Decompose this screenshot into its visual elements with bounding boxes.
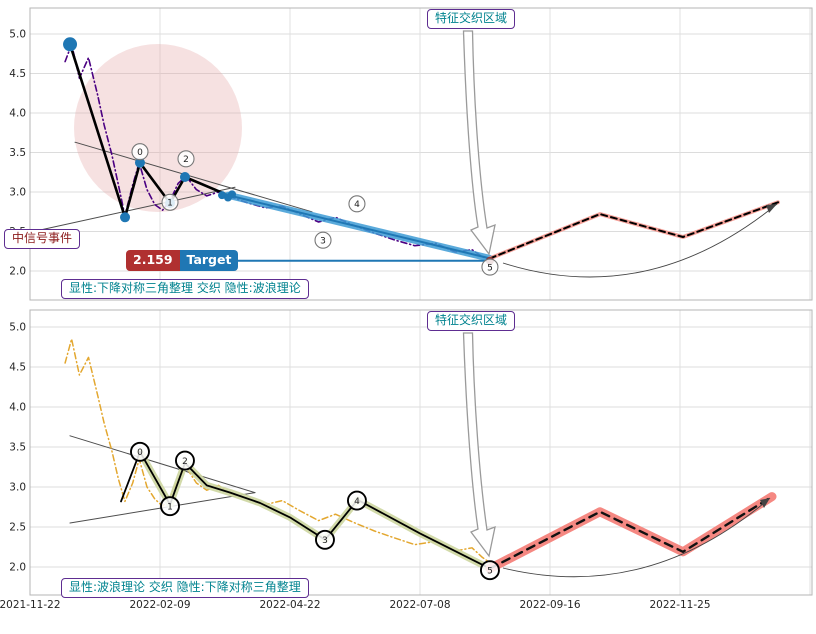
wave-point-number: 4: [354, 497, 360, 507]
wave-point-number: 3: [320, 236, 326, 246]
panel-bottom: 2.0 2.5 3.0 3.5 4.0 4.5 5.0 0 1 2 3 4 5 2021-11-22 202…: [0, 309, 813, 611]
wave-point-number: 2: [183, 155, 189, 165]
y-tick-label: 4.0: [9, 402, 26, 414]
forecast-dashed-top: [488, 201, 779, 260]
y-tick-label: 4.5: [9, 362, 26, 374]
trendline-upper-top: [74, 141, 313, 213]
wave-point-4: [348, 195, 366, 213]
trajectory-arc: [502, 497, 771, 578]
trendline-upper-bottom: [69, 435, 256, 494]
wave-point-5: [479, 560, 500, 581]
target-value-badge: 2.159: [126, 250, 180, 271]
signal-dots: [120, 212, 131, 223]
price-dashdot-bottom: [64, 338, 493, 565]
wave-point-number: 3: [322, 536, 328, 546]
wave-point-2: [175, 450, 195, 471]
wave-point-number: 0: [137, 148, 143, 158]
wave-point-number: 5: [487, 567, 493, 577]
signal-dots: [179, 171, 190, 182]
forecast-band-bottom: [485, 492, 777, 574]
y-tick-label: 4.0: [9, 108, 26, 120]
zone-pointer-arrow-icon: [462, 332, 496, 558]
price-dashdot-top: [64, 43, 493, 262]
wave-point-3: [315, 529, 335, 550]
y-tick-label: 3.0: [9, 187, 26, 199]
y-tick-label: 2.5: [9, 522, 26, 534]
pattern-caption-bottom: 显性:波浪理论 交织 隐性:下降对称三角整理: [61, 578, 309, 598]
wave-point-3: [314, 231, 332, 249]
arc-arrowhead-icon: [760, 498, 770, 508]
y-tick-label: 4.5: [9, 68, 26, 80]
wave-line-top: [68, 42, 230, 219]
zone-pointer-arrow-icon: [462, 30, 496, 256]
target-annotation: 2.159 Target: [126, 250, 239, 271]
x-tick-label: 2022-07-08: [389, 599, 450, 611]
wave-point-number: 1: [167, 199, 173, 209]
wave-point-number: 4: [354, 200, 360, 210]
y-tick-label: 3.5: [9, 147, 26, 159]
target-label-badge: Target: [179, 250, 239, 271]
y-tick-label: 3.0: [9, 482, 26, 494]
wave-point-number: 1: [167, 503, 173, 513]
signal-dots: [228, 190, 237, 199]
signal-event-label: 中信号事件: [4, 229, 81, 249]
signal-dots: [134, 157, 145, 168]
feature-zone-label-bottom: 特征交织区域: [427, 311, 516, 331]
feature-zone-label-top: 特征交织区域: [427, 9, 516, 29]
wave-point-number: 5: [487, 263, 493, 273]
y-tick-label: 2.0: [9, 266, 26, 278]
wave-line-bottom: [120, 450, 491, 570]
wave-highlight-band-bottom: [136, 448, 494, 573]
signal-zone-halo: [74, 44, 242, 212]
y-tick-label: 3.5: [9, 442, 26, 454]
x-tick-label: 2022-11-25: [649, 599, 710, 611]
plot-border: [29, 7, 813, 301]
wave-point-1: [161, 193, 179, 211]
wave-point-number: 2: [182, 457, 188, 467]
breakout-core-top: [227, 194, 491, 260]
y-tick-label: 5.0: [9, 29, 26, 41]
pattern-caption-top: 显性:下降对称三角整理 交织 隐性:波浪理论: [61, 279, 309, 299]
wave-point-0: [131, 143, 149, 161]
wave-point-4: [347, 490, 367, 511]
wave-point-1: [160, 496, 180, 517]
wave-point-0: [130, 441, 150, 462]
x-tick-label: 2022-02-09: [129, 599, 190, 611]
x-tick-label: 2021-11-22: [0, 599, 61, 611]
wave-point-number: 0: [137, 448, 143, 458]
signal-dots: [63, 37, 78, 52]
y-tick-label: 2.0: [9, 562, 26, 574]
wave-point-2: [177, 150, 195, 168]
wave-point-5: [481, 258, 499, 276]
plot-border: [29, 309, 813, 596]
trajectory-arc: [502, 203, 778, 278]
x-tick-label: 2022-09-16: [519, 599, 580, 611]
forecast-dashed-bottom: [488, 495, 774, 570]
forecast-band-top: [487, 200, 780, 261]
arc-arrowhead-icon: [766, 204, 777, 213]
trendline-lower-top: [29, 186, 236, 233]
y-tick-label: 5.0: [9, 322, 26, 334]
x-tick-label: 2022-04-22: [259, 599, 320, 611]
